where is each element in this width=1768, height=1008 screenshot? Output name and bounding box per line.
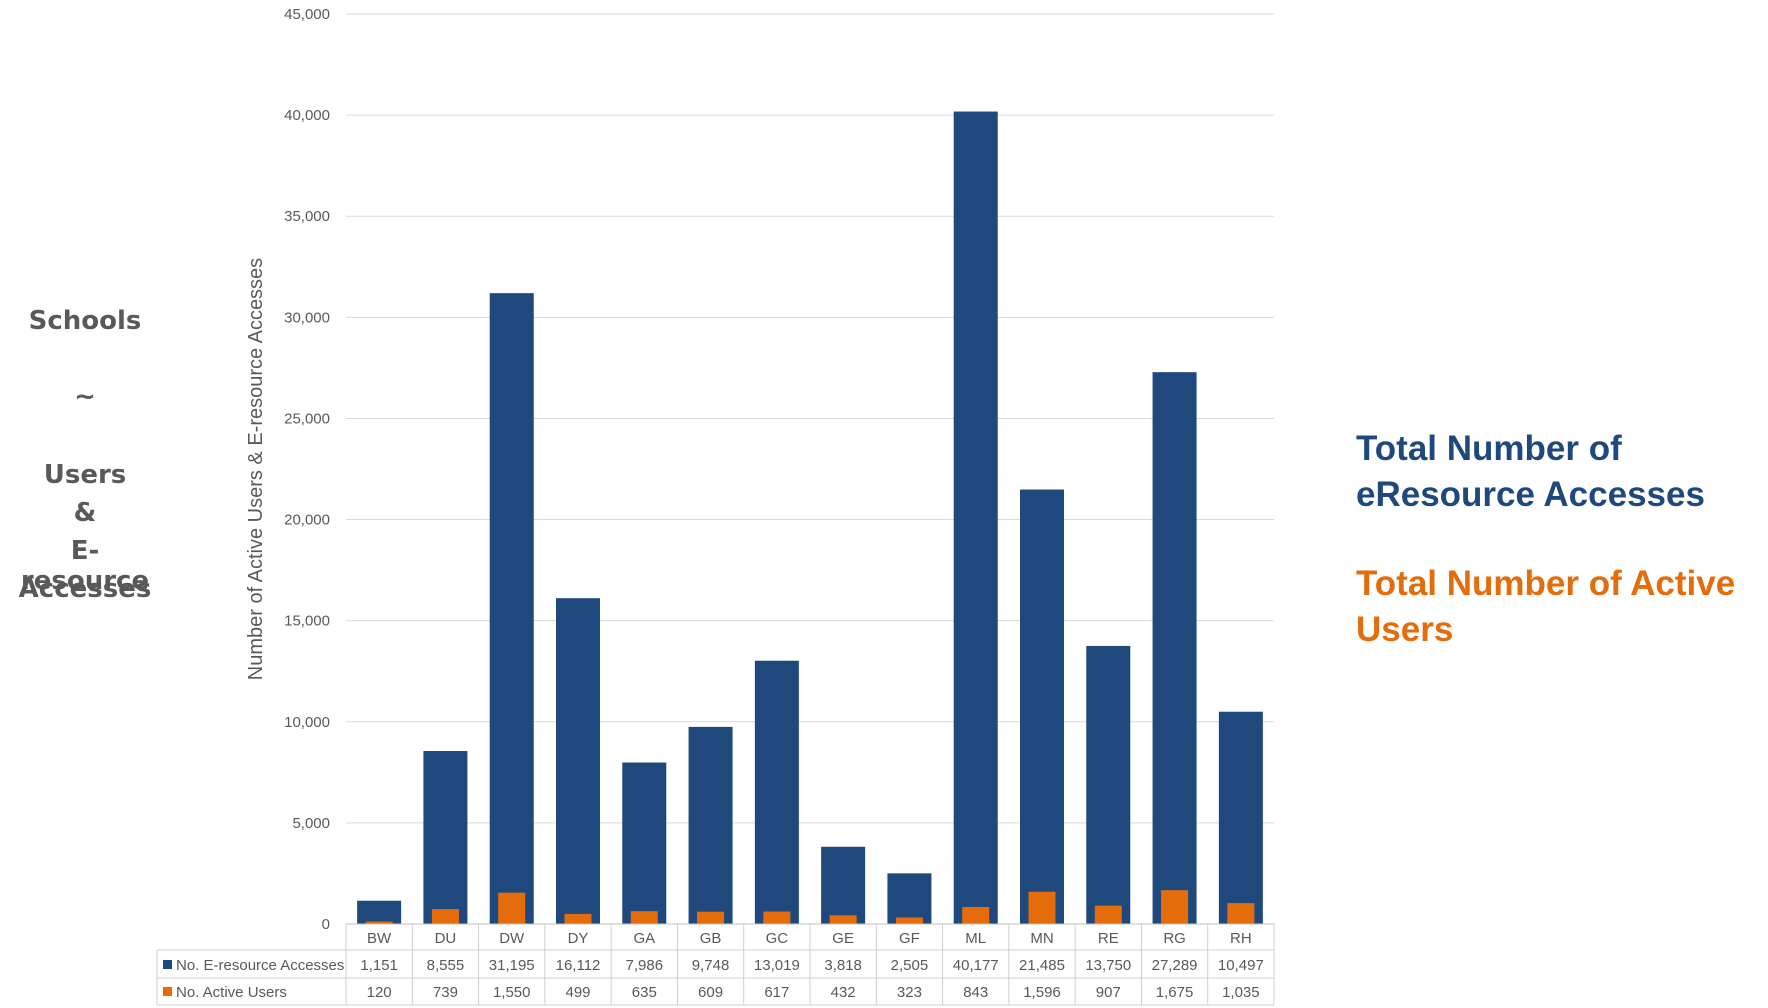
data-label: 27,289: [1152, 957, 1198, 974]
legend-key: [163, 987, 172, 996]
data-label: 120: [367, 984, 392, 1001]
x-tick-label: RH: [1230, 930, 1252, 947]
y-tick-label: 5,000: [292, 815, 330, 832]
data-label: 635: [632, 984, 657, 1001]
users-bar: [1161, 890, 1189, 924]
legend-users-line1: Total Number of Active: [1356, 564, 1736, 603]
accesses-bar: [556, 598, 600, 924]
users-bar: [895, 917, 923, 924]
accesses-bar: [1218, 711, 1263, 924]
users-bar: [763, 911, 791, 924]
data-label: 9,748: [692, 957, 730, 974]
accesses-bar: [423, 750, 468, 924]
y-tick-label: 15,000: [284, 613, 330, 630]
legend-users: Total Number of Active Users: [1356, 561, 1735, 653]
side-title-line-eresource: E-resource: [20, 536, 150, 596]
data-label: 2,505: [891, 957, 929, 974]
data-label: 843: [963, 984, 988, 1001]
accesses-bar: [754, 660, 799, 924]
y-tick-label: 45,000: [284, 6, 330, 23]
data-label: 1,550: [493, 984, 531, 1001]
y-tick-label: 0: [322, 916, 330, 933]
y-tick-label: 25,000: [284, 410, 330, 427]
x-tick-label: MN: [1030, 930, 1053, 947]
users-bar: [431, 909, 459, 924]
accesses-bar: [887, 873, 932, 924]
side-title-line-amp: &: [73, 498, 97, 528]
y-tick-label: 35,000: [284, 208, 330, 225]
side-title-line-accesses: Accesses: [18, 574, 152, 604]
data-label: 1,675: [1156, 984, 1194, 1001]
data-label: 13,019: [754, 957, 800, 974]
users-bar: [697, 911, 725, 924]
data-label: 907: [1096, 984, 1121, 1001]
legend-accesses: Total Number of eResource Accesses: [1356, 426, 1705, 518]
accesses-bar: [489, 293, 534, 924]
y-tick-label: 20,000: [284, 512, 330, 529]
data-label: 40,177: [953, 957, 999, 974]
x-tick-label: GA: [633, 930, 655, 947]
data-label: 8,555: [427, 957, 465, 974]
users-bar: [1094, 905, 1122, 924]
data-label: 432: [831, 984, 856, 1001]
data-label: 21,485: [1019, 957, 1065, 974]
data-label: 13,750: [1085, 957, 1131, 974]
accesses-bar: [1020, 489, 1064, 924]
x-tick-label: GB: [700, 930, 722, 947]
legend-users-line2: Users: [1356, 610, 1454, 649]
accesses-bar: [688, 726, 733, 924]
x-tick-label: DW: [499, 930, 525, 947]
x-tick-label: DU: [435, 930, 457, 947]
side-title-line-users: Users: [43, 460, 127, 490]
side-title-line-tilde: ~: [74, 382, 96, 412]
accesses-bar: [357, 900, 402, 924]
table-series-name: No. E-resource Accesses: [176, 957, 344, 974]
y-tick-label: 30,000: [284, 309, 330, 326]
accesses-bar: [1086, 645, 1131, 924]
y-axis-title: Number of Active Users & E-resource Acce…: [245, 258, 267, 680]
x-tick-label: ML: [965, 930, 986, 947]
legend-key: [163, 960, 172, 969]
accesses-bar: [622, 762, 667, 924]
table-series-name: No. Active Users: [176, 984, 287, 1001]
users-bar: [365, 921, 393, 924]
x-tick-label: GC: [766, 930, 789, 947]
data-label: 31,195: [489, 957, 535, 974]
legend-accesses-line2: eResource Accesses: [1356, 475, 1705, 514]
x-tick-label: DY: [568, 930, 589, 947]
data-label: 609: [698, 984, 723, 1001]
x-tick-label: GF: [899, 930, 920, 947]
x-tick-label: BW: [367, 930, 392, 947]
data-label: 16,112: [556, 957, 601, 974]
data-label: 1,035: [1222, 984, 1260, 1001]
accesses-bar: [821, 846, 866, 924]
data-label: 499: [565, 984, 590, 1001]
x-tick-label: GE: [832, 930, 854, 947]
users-bar: [564, 913, 592, 924]
users-bar: [1227, 903, 1255, 924]
data-label: 7,986: [626, 957, 664, 974]
users-bar: [829, 915, 857, 924]
data-label: 739: [433, 984, 458, 1001]
users-bar: [962, 906, 990, 924]
users-bar: [1028, 891, 1056, 924]
data-label: 617: [764, 984, 789, 1001]
x-tick-label: RG: [1163, 930, 1186, 947]
data-label: 323: [897, 984, 922, 1001]
y-tick-label: 40,000: [284, 107, 330, 124]
data-label: 3,818: [824, 957, 862, 974]
side-title-line-schools: Schools: [28, 306, 142, 336]
data-label: 10,497: [1218, 957, 1264, 974]
accesses-bar: [953, 111, 998, 924]
accesses-bar: [1152, 372, 1197, 925]
data-label: 1,151: [360, 957, 398, 974]
y-tick-label: 10,000: [284, 714, 330, 731]
x-tick-label: RE: [1098, 930, 1119, 947]
users-bar: [630, 911, 658, 924]
data-label: 1,596: [1023, 984, 1061, 1001]
legend-accesses-line1: Total Number of: [1356, 429, 1622, 468]
users-bar: [498, 892, 526, 924]
